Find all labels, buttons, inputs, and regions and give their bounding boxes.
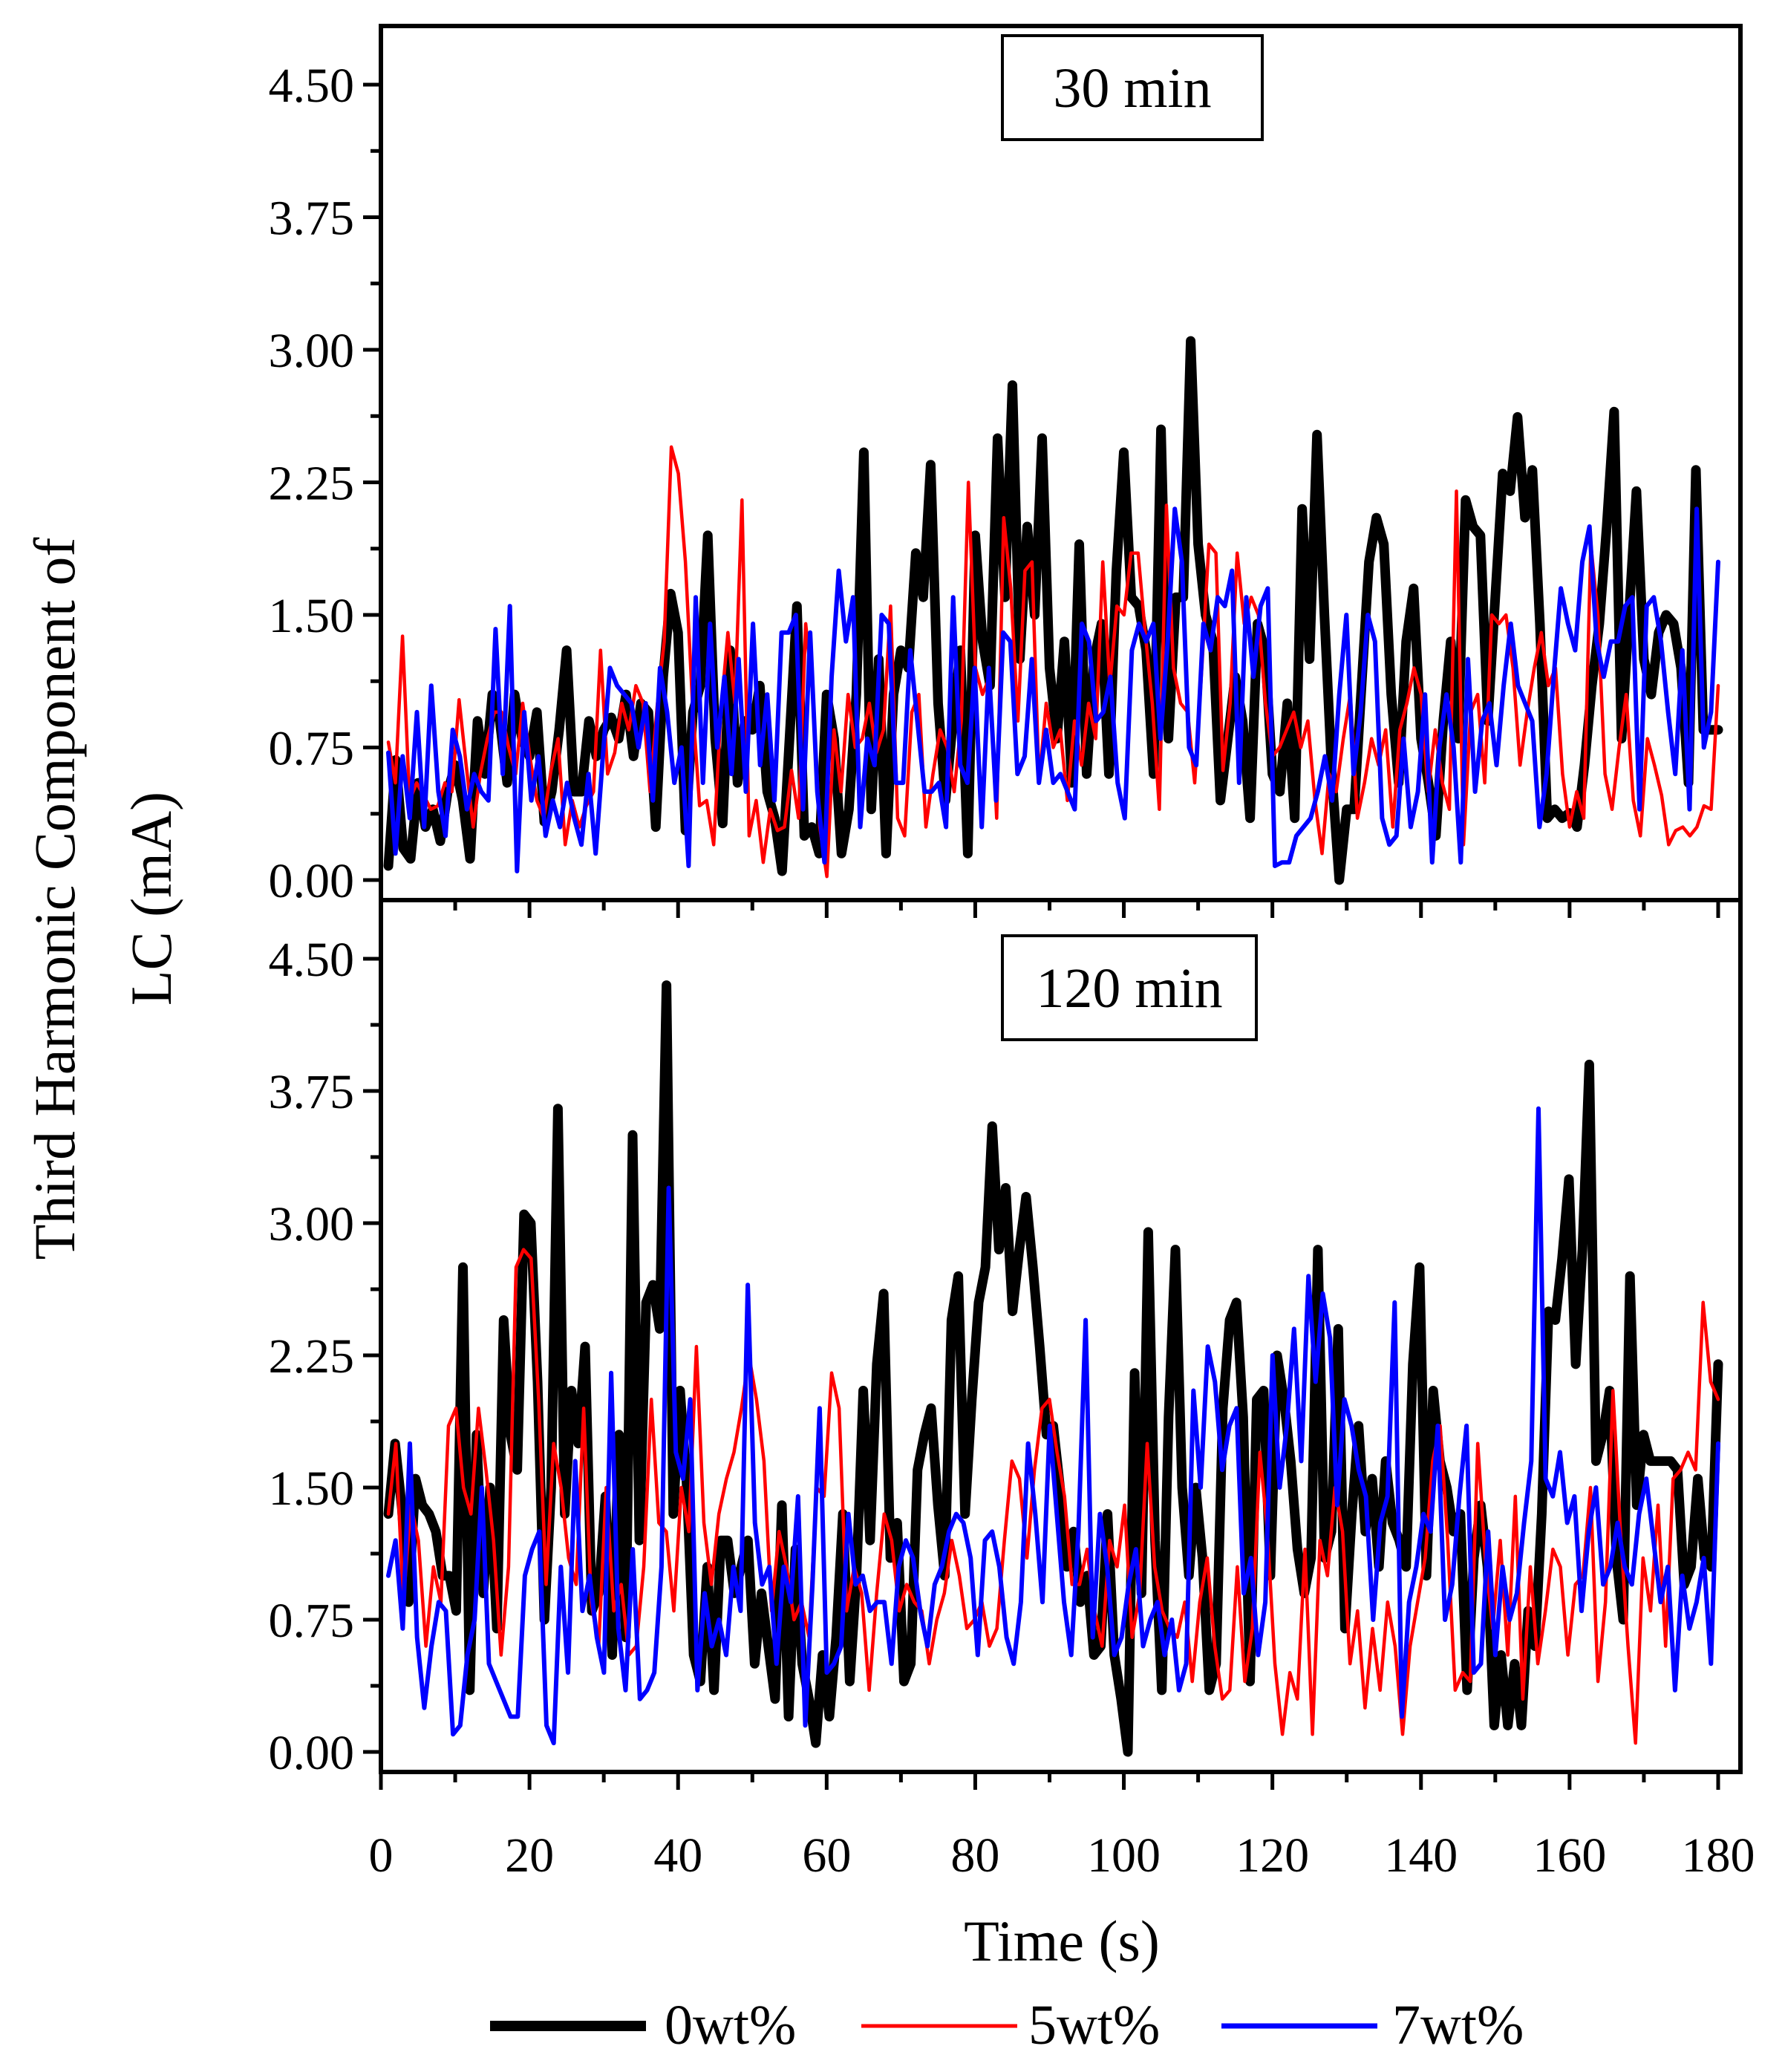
y-tick-label-2-4: 3.00 (269, 1197, 355, 1251)
series-line-7wtpct-panel-2 (386, 1106, 1720, 1746)
y-tick-label-1-3: 2.25 (269, 457, 355, 511)
y-tick-label-1-4: 3.00 (269, 324, 355, 378)
y-tick-label-1-0: 0.00 (269, 854, 355, 908)
annotation-label-2: 120 min (1036, 957, 1222, 1020)
y-tick-label-1-5: 3.75 (269, 192, 355, 246)
panel-120min: 0.00 0.75 1.50 2.25 3.00 3.75 4.50 120 min (269, 898, 1743, 1790)
y-tick-label-2-1: 0.75 (269, 1594, 355, 1648)
y-tick-label-2-3: 2.25 (269, 1329, 355, 1384)
x-tick-label-0: 0 (369, 1828, 394, 1883)
y-tick-label-1-6: 4.50 (269, 59, 355, 113)
x-tick-label-2: 40 (653, 1828, 702, 1883)
x-tick-label-1: 20 (505, 1828, 554, 1883)
annotation-label-1: 30 min (1053, 57, 1211, 120)
series-line-7wtpct-panel-1 (386, 506, 1720, 874)
x-tick-label-3: 60 (802, 1828, 851, 1883)
legend: 0wt% 5wt% 7wt% (490, 1994, 1524, 2056)
x-tick-label-9: 180 (1681, 1828, 1755, 1883)
x-tick-label-7: 140 (1384, 1828, 1458, 1883)
y-tick-label-2-6: 4.50 (269, 933, 355, 987)
series-line-0wtpct-panel-1 (383, 336, 1723, 885)
legend-label-7wt: 7wt% (1392, 1994, 1524, 2056)
y-tick-label-2-5: 3.75 (269, 1065, 355, 1119)
panel-30min: 0.00 0.75 1.50 2.25 3.00 3.75 4.50 30 min (269, 24, 1743, 918)
y-tick-label-2-2: 1.50 (269, 1462, 355, 1516)
plot-frame-2 (379, 898, 1743, 1774)
y-axis-title-line1: Third Harmonic Component of (22, 538, 87, 1260)
legend-label-0wt: 0wt% (665, 1994, 796, 2056)
annotation-box-1 (1001, 34, 1264, 141)
series-line-5wtpct-panel-2 (386, 1248, 1720, 1745)
x-tick-label-6: 120 (1236, 1828, 1309, 1883)
x-tick-label-8: 160 (1533, 1828, 1606, 1883)
series-line-5wtpct-panel-1 (386, 445, 1720, 879)
x-tick-label-4: 80 (950, 1828, 999, 1883)
legend-label-5wt: 5wt% (1028, 1994, 1160, 2056)
x-axis-title: Time (s) (964, 1909, 1160, 1973)
y-tick-label-1-1: 0.75 (269, 722, 355, 776)
series-line-0wtpct-panel-2 (383, 980, 1723, 1757)
y-axis-title-line2: LC (mA) (119, 792, 183, 1006)
annotation-box-2 (1001, 934, 1258, 1041)
y-tick-label-1-2: 1.50 (269, 589, 355, 643)
x-tick-labels: 0 20 40 60 80 100 120 140 160 180 (369, 1828, 1755, 1883)
y-tick-label-2-0: 0.00 (269, 1726, 355, 1780)
x-tick-label-5: 100 (1087, 1828, 1161, 1883)
